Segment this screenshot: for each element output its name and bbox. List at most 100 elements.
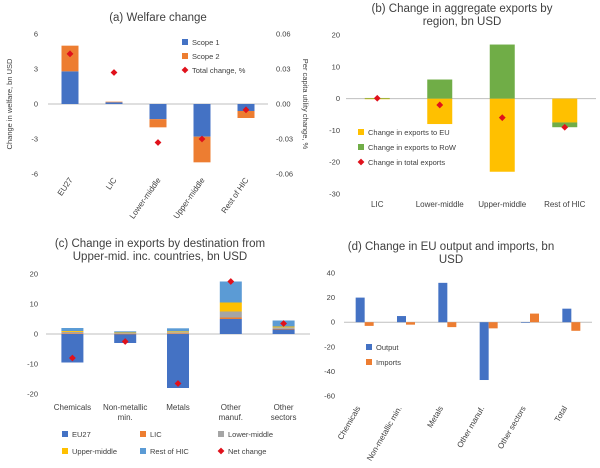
category-label: LIC [371,200,384,209]
chart-title: (d) Change in EU output and imports, bn [348,241,554,253]
left-y-tick-label: 0 [34,100,38,109]
bar-lic [61,333,84,334]
right-y-tick-label: -0.03 [276,135,293,144]
bar-imports [571,322,581,331]
category-label: LIC [104,176,119,192]
marker-net-change [280,320,287,327]
category-label: Chemicals [336,405,362,442]
legend-marker [357,158,365,166]
legend-swatch [358,129,364,135]
bar-upper-middle [219,302,242,312]
marker-total-exports [498,114,506,122]
marker-total-change [154,139,162,146]
marker-net-change [121,338,129,345]
bar-rest-of-hic [114,331,137,333]
chart-title: region, bn USD [423,16,502,28]
bar-scope-1 [149,104,167,120]
marker-total-change [110,69,118,76]
category-label: Other sectors [496,405,528,451]
marker-total-change [66,50,74,58]
left-y-tick-label: 0 [331,318,335,327]
marker-total-exports [436,101,444,109]
bar-upper-middle [167,331,189,333]
right-y-tick-label: 0.00 [276,100,291,109]
bar-eu27 [219,319,242,334]
legend-swatch [140,431,146,437]
category-label: Rest of HIC [220,176,251,215]
left-y-tick-label: 20 [327,293,335,302]
panel-b-aggregate-exports: (b) Change in aggregate exports byregion… [329,3,596,209]
marker-total-change [242,106,250,114]
bar-change-in-exports-to-row [427,79,453,99]
bar-scope-2 [149,119,167,128]
bar-rest-of-hic [219,281,242,303]
marker-total-change [198,135,206,143]
legend-label: EU27 [72,430,91,439]
legend-swatch [366,344,372,350]
bar-output [479,322,489,381]
left-y-tick-label: 3 [34,65,38,74]
legend-label: Imports [376,358,401,367]
left-y-tick-label: -20 [324,342,335,351]
bar-lic [114,333,137,335]
category-label: Lower-middle [416,200,465,209]
bar-output [397,316,406,323]
bar-eu27 [61,334,84,363]
legend-label: Net change [228,447,266,456]
bar-lic [272,328,295,330]
left-y-tick-label: 20 [30,270,38,279]
bar-lic [167,333,189,334]
legend-swatch [62,448,68,454]
category-label: Upper-middle [478,200,527,209]
panel-c-exports-by-destination: (c) Change in exports by destination fro… [27,238,310,456]
legend-label: Change in exports to RoW [368,143,457,152]
left-y-tick-label: -20 [27,390,38,399]
legend-label: Change in total exports [368,158,445,167]
panel-d-eu-output-imports: (d) Change in EU output and imports, bnU… [324,241,592,463]
category-label: Non-metallic min. [365,405,404,463]
category-label: Upper-middle [172,176,207,221]
legend-label: Rest of HIC [150,447,189,456]
legend-marker [217,447,225,455]
right-y-axis-label: Per capita utility change, % [301,59,310,150]
bar-scope-2 [193,136,211,163]
category-label: Non-metallic [103,403,147,412]
bar-scope-2 [105,101,123,103]
category-label: Total [553,404,569,423]
bar-rest-of-hic [167,328,189,332]
chart-title: (b) Change in aggregate exports by [372,3,553,15]
bar-eu27 [272,329,295,334]
marker-net-change [227,278,235,285]
marker-net-change [174,380,182,387]
legend-label: Scope 1 [192,38,220,47]
legend-swatch [182,39,188,45]
bar-output [521,322,530,323]
category-label: Metals [425,405,445,430]
bar-upper-middle [61,331,84,332]
left-y-tick-label: -40 [324,367,335,376]
bar-imports [530,313,539,323]
chart-title: Upper-mid. inc. countries, bn USD [73,251,247,263]
legend-swatch [140,448,146,454]
chart-title: (c) Change in exports by destination fro… [55,238,265,250]
legend-swatch [366,359,372,365]
left-y-tick-label: 0 [34,330,38,339]
legend-swatch [182,53,188,59]
bar-rest-of-hic [61,328,84,331]
right-y-tick-label: 0.03 [276,65,291,74]
legend-label: Lower-middle [228,430,273,439]
right-y-tick-label: -0.06 [276,170,293,179]
left-y-tick-label: 10 [332,62,340,71]
bar-imports [488,322,498,329]
bar-lower-middle [272,327,295,329]
bar-output [438,282,448,323]
bar-lower-middle [167,332,189,334]
bar-scope-1 [105,102,123,104]
left-y-tick-label: 6 [34,30,38,39]
category-label: Lower-middle [128,176,163,221]
legend-label: Upper-middle [72,447,117,456]
legend-swatch [62,431,68,437]
category-label: Other manuf. [455,405,486,450]
bar-lower-middle [219,311,242,318]
